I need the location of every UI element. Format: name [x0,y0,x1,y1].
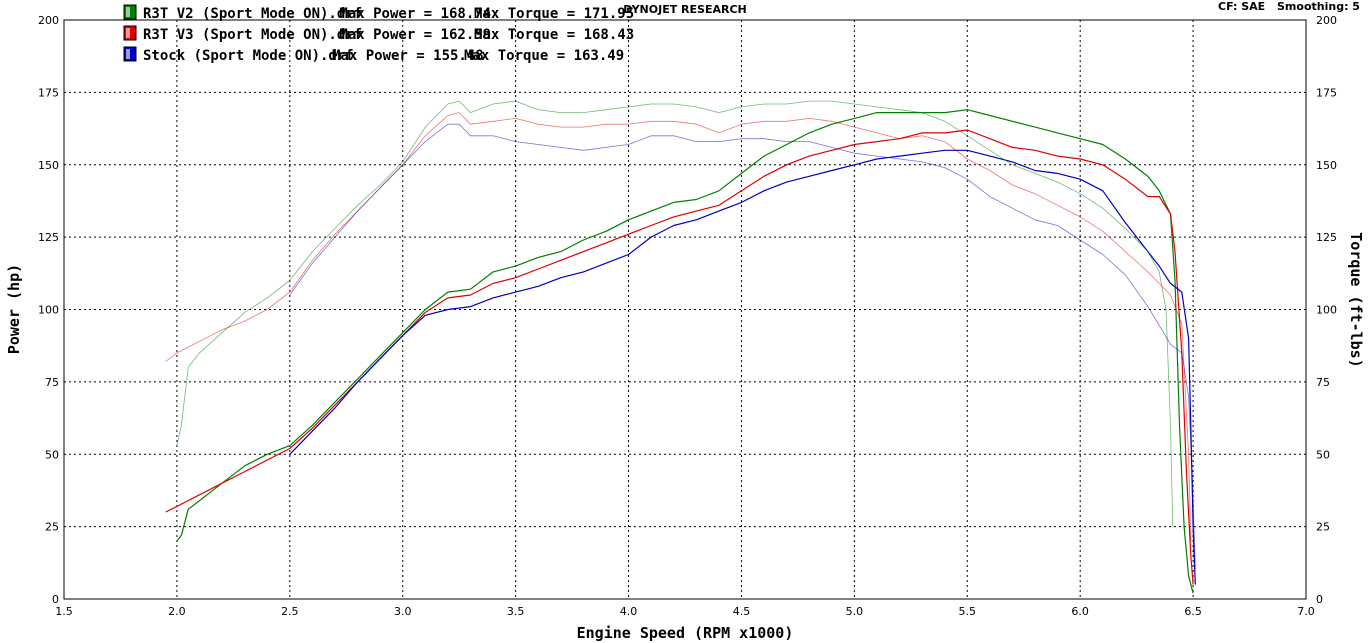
y-tick-label: 100 [38,304,59,317]
series-lines [165,100,1196,594]
y2-tick-label: 125 [1316,231,1337,244]
legend-entry-max-power: Max Power = 155.48 [332,48,484,64]
y2-tick-label: 150 [1316,159,1337,172]
x-tick-label: 7.0 [1297,605,1315,618]
y-tick-label: 125 [38,231,59,244]
legend-entry-max-power: Max Power = 162.59 [339,27,491,43]
legend-swatch-highlight [126,28,130,38]
series-line-power-0 [176,109,1194,594]
series-line-power-1 [165,129,1194,585]
legend-swatch-highlight [126,7,130,17]
x-tick-label: 2.5 [281,605,299,618]
smoothing-label: Smoothing: 5 [1277,0,1360,13]
x-axis-title: Engine Speed (RPM x1000) [577,624,794,642]
y-tick-label: 75 [45,376,59,389]
legend-entry-max-power: Max Power = 168.74 [339,6,491,22]
y2-tick-label: 75 [1316,376,1330,389]
y2-tick-label: 175 [1316,86,1337,99]
chart-title: DYNOJET RESEARCH [623,3,746,16]
y-tick-label: 50 [45,448,59,461]
x-tick-label: 2.0 [168,605,186,618]
x-tick-label: 5.0 [846,605,864,618]
y-tick-label: 0 [52,593,59,606]
x-tick-label: 6.5 [1184,605,1202,618]
x-tick-label: 6.0 [1071,605,1089,618]
y-tick-label: 25 [45,521,59,534]
x-tick-label: 4.0 [620,605,638,618]
legend-entry-name: R3T V3 (Sport Mode ON).drf [143,27,362,43]
series-line-power-2 [289,149,1196,585]
x-tick-labels: 1.5 2.0 2.5 3.0 3.5 4.0 4.5 5.0 5.5 6.0 6.5 7.0 [55,605,1315,618]
legend-entry-max-torque: Max Torque = 163.49 [464,48,624,64]
y2-tick-label: 100 [1316,304,1337,317]
x-tick-label: 3.5 [507,605,525,618]
legend-entry-name: Stock (Sport Mode ON).drf [143,48,354,64]
grid-lines [64,20,1306,599]
y2-axis-title: Torque (ft-lbs) [1347,232,1365,367]
y-tick-labels-right: 0 25 50 75 100 125 150 175 200 [1316,14,1337,606]
legend-entry-max-torque: Max Torque = 168.43 [474,27,634,43]
y2-tick-label: 50 [1316,448,1330,461]
x-tick-label: 1.5 [55,605,73,618]
series-line-torque-4 [165,112,1192,542]
y2-tick-label: 25 [1316,521,1330,534]
legend-entry-max-torque: Max Torque = 171.95 [474,6,634,22]
x-tick-label: 4.5 [733,605,751,618]
y-tick-label: 200 [38,14,59,27]
y2-tick-label: 0 [1316,593,1323,606]
x-tick-label: 3.0 [394,605,412,618]
y-tick-labels-left: 0 25 50 75 100 125 150 175 200 [38,14,59,606]
y-axis-title: Power (hp) [5,264,23,354]
series-line-torque-3 [176,100,1174,527]
correction-factor: CF: SAE [1218,0,1265,13]
legend-entry-name: R3T V2 (Sport Mode ON).drf [143,6,362,22]
y-tick-label: 150 [38,159,59,172]
y2-tick-label: 200 [1316,14,1337,27]
series-line-torque-5 [289,123,1196,571]
y-tick-label: 175 [38,86,59,99]
x-tick-label: 5.5 [959,605,977,618]
legend-swatch-highlight [126,49,130,59]
